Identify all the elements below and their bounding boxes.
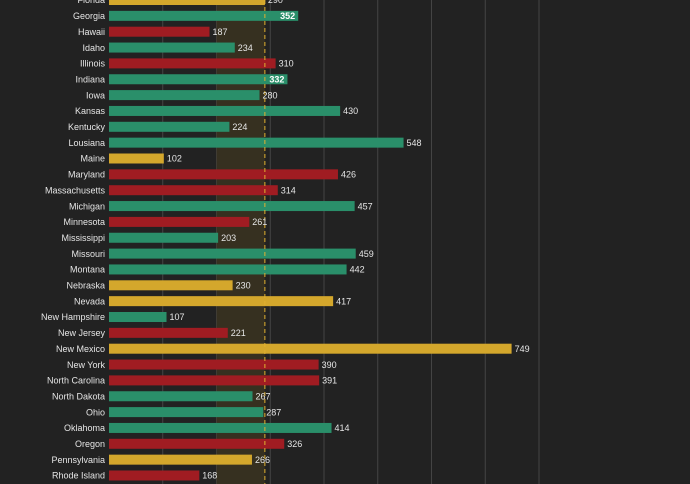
- value-label: 261: [252, 217, 267, 227]
- bar: [109, 201, 355, 212]
- bar: [109, 232, 219, 243]
- value-label: 352: [280, 11, 295, 21]
- category-label: Massachusetts: [45, 185, 106, 195]
- bar: [109, 391, 253, 402]
- value-label: 107: [170, 312, 185, 322]
- value-label: 224: [232, 122, 247, 132]
- category-label: North Carolina: [47, 376, 105, 386]
- bar: [109, 359, 319, 370]
- value-label: 290: [268, 0, 283, 5]
- category-label: New Jersey: [58, 328, 106, 338]
- value-label: 749: [515, 344, 530, 354]
- value-label: 221: [231, 328, 246, 338]
- bar: [109, 185, 278, 196]
- category-label: North Dakota: [52, 391, 105, 401]
- bar-layer: [109, 0, 512, 481]
- bar: [109, 280, 233, 291]
- value-label: 332: [269, 74, 284, 84]
- category-label: Georgia: [73, 11, 105, 21]
- bar: [109, 169, 338, 180]
- value-label: 203: [221, 233, 236, 243]
- bar: [109, 264, 347, 275]
- bar: [109, 153, 164, 164]
- value-label: 267: [256, 391, 271, 401]
- bar: [109, 10, 299, 21]
- label-layer: Florida 290 Georgia 352 Hawaii 187 Idaho 234 Ill…: [41, 0, 530, 481]
- category-label: Maine: [80, 154, 105, 164]
- value-label: 102: [167, 154, 182, 164]
- bar: [109, 105, 341, 116]
- category-label: Illinois: [80, 59, 106, 69]
- bar: [109, 454, 252, 465]
- category-label: New York: [67, 360, 106, 370]
- category-label: Iowa: [86, 90, 105, 100]
- category-label: Maryland: [68, 170, 105, 180]
- value-label: 310: [279, 59, 294, 69]
- category-label: Minnesota: [63, 217, 105, 227]
- bar: [109, 343, 512, 354]
- category-label: Missouri: [71, 249, 105, 259]
- bar: [109, 438, 285, 449]
- bar: [109, 327, 228, 338]
- value-label: 548: [407, 138, 422, 148]
- category-label: Oklahoma: [64, 423, 105, 433]
- category-label: Florida: [77, 0, 105, 5]
- category-label: Hawaii: [78, 27, 105, 37]
- value-label: 287: [266, 407, 281, 417]
- category-label: New Mexico: [56, 344, 105, 354]
- bar: [109, 42, 235, 53]
- value-label: 326: [287, 439, 302, 449]
- category-label: Nebraska: [66, 281, 105, 291]
- value-label: 230: [236, 281, 251, 291]
- bar: [109, 470, 200, 481]
- value-label: 414: [335, 423, 350, 433]
- bar: [109, 74, 288, 85]
- value-label: 314: [281, 185, 296, 195]
- value-label: 457: [358, 201, 373, 211]
- bar: [109, 296, 334, 307]
- value-label: 459: [359, 249, 374, 259]
- bar: [109, 248, 356, 259]
- bar: [109, 312, 167, 322]
- category-label: Oregon: [75, 439, 105, 449]
- bar: [109, 58, 276, 69]
- bar: [109, 121, 230, 132]
- value-label: 417: [336, 296, 351, 306]
- category-label: Pennsylvania: [51, 455, 105, 465]
- value-label: 391: [322, 376, 337, 386]
- category-label: Mississippi: [61, 233, 105, 243]
- value-label: 426: [341, 170, 356, 180]
- category-label: Ohio: [86, 407, 105, 417]
- value-label: 390: [322, 360, 337, 370]
- bar: [109, 407, 264, 418]
- category-label: Indiana: [75, 74, 105, 84]
- bar: [109, 216, 250, 227]
- category-label: Rhode Island: [52, 471, 105, 481]
- value-label: 234: [238, 43, 253, 53]
- category-label: New Hampshire: [41, 312, 105, 322]
- bar: [109, 90, 260, 101]
- value-label: 280: [263, 90, 278, 100]
- category-label: Michigan: [69, 201, 105, 211]
- category-label: Idaho: [82, 43, 105, 53]
- value-label: 187: [213, 27, 228, 37]
- value-label: 168: [202, 471, 217, 481]
- bar: [109, 0, 265, 5]
- category-label: Nevada: [74, 296, 105, 306]
- category-label: Kentucky: [68, 122, 106, 132]
- value-label: 442: [350, 265, 365, 275]
- bar: [109, 137, 404, 148]
- category-label: Lousiana: [68, 138, 105, 148]
- category-label: Montana: [70, 265, 105, 275]
- bar: [109, 26, 210, 37]
- bar: [109, 375, 320, 386]
- value-label: 266: [255, 455, 270, 465]
- category-label: Kansas: [75, 106, 106, 116]
- value-label: 430: [343, 106, 358, 116]
- bar: [109, 422, 332, 433]
